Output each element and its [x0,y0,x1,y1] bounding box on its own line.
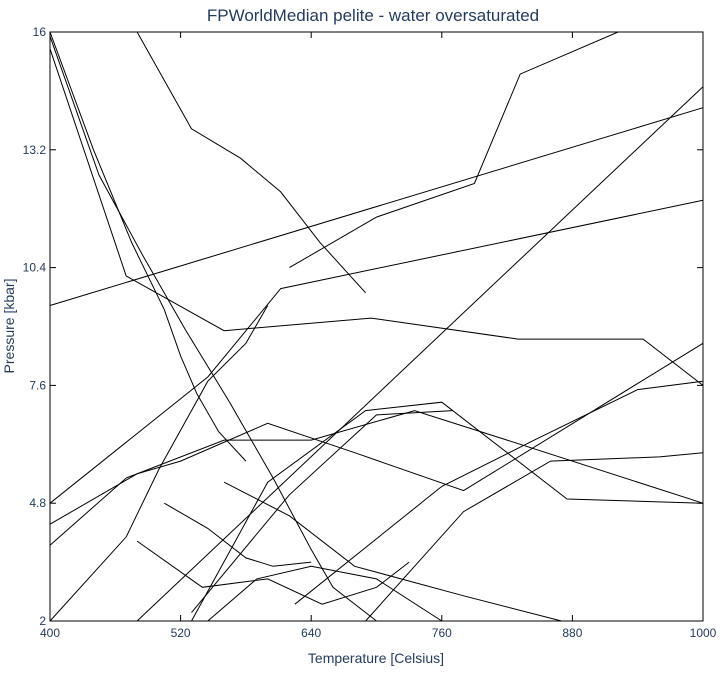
reaction-line-13 [207,565,443,622]
y-tick-label: 4.8 [29,496,46,510]
axis-ticks: 400 520 640 760 880 1000 2 4.8 7.6 10.4 13.2 16 [23,25,717,640]
x-tick-label: 760 [432,626,452,640]
reaction-line-17 [164,502,312,567]
y-tick-label: 16 [33,25,47,39]
reaction-line-18 [49,305,269,622]
reaction-line-5 [49,48,704,386]
reaction-line-7 [49,410,704,546]
reaction-line-2 [136,86,704,622]
reaction-line-16 [49,36,377,622]
reaction-line-3 [49,199,704,504]
y-axis-label: Pressure [kbar] [1,279,17,374]
x-tick-label: 880 [562,626,582,640]
x-tick-label: 1000 [690,626,717,640]
reaction-line-6 [49,342,704,525]
reaction-lines [49,31,704,622]
reaction-line-15 [49,31,247,462]
plot-frame [49,31,704,622]
x-axis-label: Temperature [Celsius] [308,650,444,666]
reaction-line-11 [223,481,562,622]
y-tick-label: 7.6 [29,378,46,392]
reaction-line-1 [49,107,704,306]
chart-title: FPWorldMedian pelite - water oversaturat… [207,6,539,25]
reaction-line-14 [136,31,366,294]
reaction-line-10 [191,401,704,622]
x-tick-label: 520 [171,626,191,640]
reaction-line-9 [365,452,704,622]
reaction-line-4 [289,31,703,269]
reaction-line-8 [294,380,704,605]
reaction-line-19 [136,540,410,605]
y-tick-label: 13.2 [23,143,47,157]
y-tick-label: 2 [39,614,46,628]
x-tick-label: 640 [301,626,321,640]
y-tick-label: 10.4 [23,261,47,275]
x-tick-label: 400 [40,626,60,640]
